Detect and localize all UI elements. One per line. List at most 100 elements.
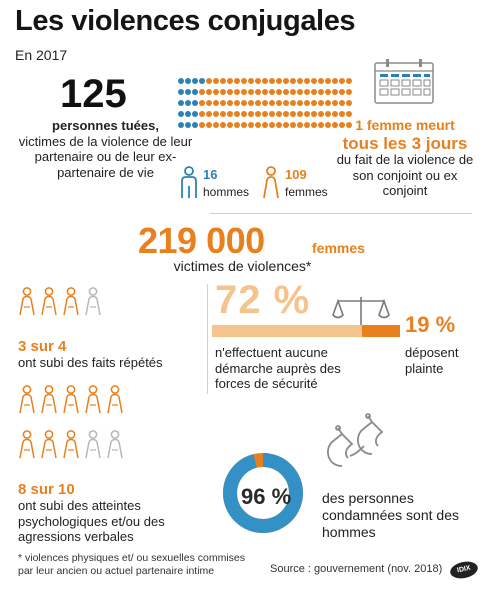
killed-description-text: victimes de la violence de leur partenai… xyxy=(18,133,193,180)
female-victim-dot xyxy=(227,100,233,106)
female-victim-dot xyxy=(297,78,303,84)
victims-label: victimes de violences* xyxy=(173,258,312,274)
female-victim-dot xyxy=(213,78,219,84)
female-victim-dot xyxy=(248,100,254,106)
female-victim-dot xyxy=(325,89,331,95)
female-victim-dot xyxy=(262,111,268,117)
person-figure-icon xyxy=(106,385,124,420)
female-victim-dot xyxy=(206,100,212,106)
male-victim-dot xyxy=(185,122,191,128)
convicted-arc xyxy=(223,453,303,533)
female-victim-dot xyxy=(283,100,289,106)
female-victim-dot xyxy=(269,100,275,106)
male-victim-dot xyxy=(185,111,191,117)
repeated-fraction: 3 sur 4 xyxy=(18,338,67,355)
female-victim-dot xyxy=(346,100,352,106)
female-victim-dot xyxy=(199,89,205,95)
male-victim-dot xyxy=(178,122,184,128)
men-count: 16 xyxy=(203,167,218,182)
female-victim-dot xyxy=(199,111,205,117)
female-victim-dot xyxy=(206,111,212,117)
female-victim-dot xyxy=(311,111,317,117)
person-figure-icon-inactive xyxy=(84,287,102,322)
frequency-line1: 1 femme meurt xyxy=(355,117,455,133)
female-victim-dot xyxy=(339,111,345,117)
person-figure-icon xyxy=(62,430,80,465)
person-figure-icon-inactive xyxy=(84,430,102,465)
male-victim-dot xyxy=(192,78,198,84)
person-figure-icon-inactive xyxy=(106,430,124,465)
male-victim-dot xyxy=(199,78,205,84)
person-figure-icon xyxy=(62,385,80,420)
female-victim-dot xyxy=(276,100,282,106)
female-victim-dot xyxy=(304,100,310,106)
idix-logo: IDIX xyxy=(448,559,480,581)
female-victim-dot xyxy=(304,111,310,117)
page-title: Les violences conjugales xyxy=(15,5,356,37)
section-divider xyxy=(210,213,472,214)
person-figure-icon xyxy=(62,287,80,322)
female-victim-dot xyxy=(255,100,261,106)
handcuffs-icon xyxy=(320,410,398,477)
male-victim-dot xyxy=(185,100,191,106)
female-victim-dot xyxy=(269,111,275,117)
female-victim-dot xyxy=(255,122,261,128)
male-victim-dot xyxy=(178,100,184,106)
person-figure-icon xyxy=(18,385,36,420)
female-victim-dot xyxy=(220,111,226,117)
no-action-bar xyxy=(212,325,400,337)
female-victim-dot xyxy=(269,78,275,84)
female-victim-dot xyxy=(276,111,282,117)
female-victim-dot xyxy=(283,89,289,95)
convicted-donut xyxy=(223,453,303,533)
victims-count: 219 000 xyxy=(138,220,265,261)
female-victim-dot xyxy=(325,122,331,128)
female-victim-dot xyxy=(227,78,233,84)
female-victim-dot xyxy=(234,122,240,128)
female-victim-dot xyxy=(241,78,247,84)
female-victim-dot xyxy=(199,100,205,106)
female-victim-dot xyxy=(339,122,345,128)
repeated-text: ont subi des faits répétés xyxy=(18,355,163,370)
convicted-text: des personnes condamnées sont des hommes xyxy=(322,490,459,540)
person-figure-icon xyxy=(18,287,36,322)
female-victim-dot xyxy=(241,89,247,95)
female-victim-dot xyxy=(234,89,240,95)
women-count: 109 xyxy=(285,167,307,182)
complaint-bar xyxy=(362,325,400,337)
female-victim-dot xyxy=(304,122,310,128)
male-figure-icon xyxy=(178,166,200,200)
killed-description: personnes tuées, victimes de la violence… xyxy=(18,118,193,180)
female-victim-dot xyxy=(255,111,261,117)
female-victim-dot xyxy=(255,78,261,84)
footnote: * violences physiques et/ ou sexuelles c… xyxy=(18,552,246,577)
vertical-divider xyxy=(207,284,208,394)
female-victim-dot xyxy=(290,111,296,117)
female-victim-dot xyxy=(269,122,275,128)
female-victim-dot xyxy=(283,122,289,128)
female-victim-dot xyxy=(248,89,254,95)
killed-bold-label: personnes tuées, xyxy=(52,118,159,133)
complaint-percent: 19 % xyxy=(405,312,456,337)
female-victim-dot xyxy=(332,122,338,128)
calendar-icon xyxy=(374,58,434,109)
female-victim-dot xyxy=(297,89,303,95)
psychological-text: ont subi des atteintes psychologiques et… xyxy=(18,498,165,544)
female-victim-dot xyxy=(199,122,205,128)
male-victim-dot xyxy=(178,111,184,117)
female-victim-dot xyxy=(276,78,282,84)
female-victim-dot xyxy=(206,122,212,128)
page-subtitle: En 2017 xyxy=(15,47,68,63)
victims-unit: femmes xyxy=(312,240,365,256)
female-victim-dot xyxy=(339,78,345,84)
person-figure-icon xyxy=(40,385,58,420)
male-victim-dot xyxy=(178,78,184,84)
female-victim-dot xyxy=(220,100,226,106)
female-victim-dot xyxy=(311,100,317,106)
female-victim-dot xyxy=(283,78,289,84)
male-victim-dot xyxy=(178,89,184,95)
female-victim-dot xyxy=(283,111,289,117)
female-victim-dot xyxy=(304,89,310,95)
frequency-description: du fait de la violence de son conjoint o… xyxy=(336,152,474,198)
female-victim-dot xyxy=(213,122,219,128)
